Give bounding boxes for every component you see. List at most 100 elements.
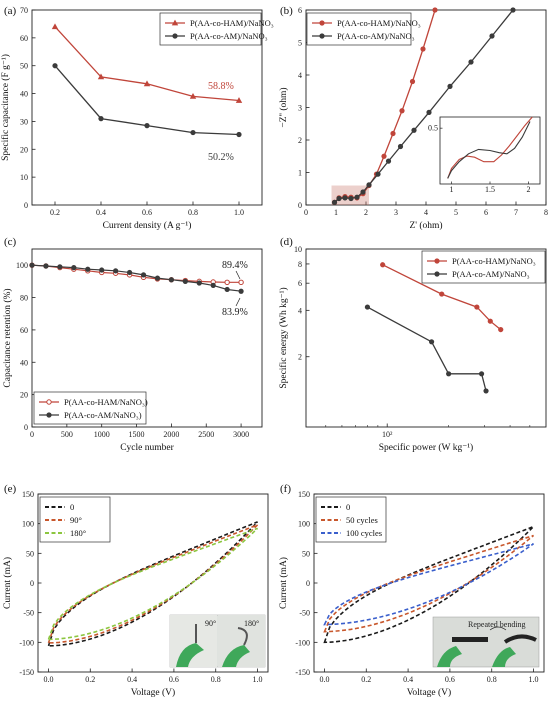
x-tick-label: 0.4 [127,675,137,684]
y-tick-label: -150 [295,668,310,677]
x-tick-label: 1500 [129,430,145,439]
chart-e: 0.0 0.2 0.4 0.6 0.8 1.0 -150 -100 -50 0 50 100 150 Vo… [2,490,269,698]
legend-box [39,496,111,543]
data-point [43,263,49,269]
y-axis-title: −Z'' (ohm) [278,87,289,127]
panel-label-c: (c) [4,236,17,248]
legend-box [33,391,147,425]
x-axis-title: Voltage (V) [407,687,451,698]
y-tick-label: 40 [20,358,28,367]
data-point [489,33,495,39]
data-point [52,63,58,69]
legend-label: P(AA-co-AM)/NaNO₃ [190,31,268,41]
data-point [487,318,493,324]
x-tick-label: 0.2 [50,208,60,217]
annotation-retention-am: 50.2% [208,152,234,163]
legend-label: P(AA-co-HAM)/NaNO₃ [190,18,274,28]
data-point [478,371,485,377]
x-tick-label: 5 [454,208,458,217]
photo-label-90: 90° [205,619,216,628]
x-tick-label: 1 [334,208,338,217]
y-axis-title: Capacitance retention (%) [2,288,13,387]
data-point [360,189,366,195]
x-axis-title: Specific power (W kg⁻¹) [379,442,473,453]
data-point [336,195,342,202]
inset-series-line [447,121,531,179]
y-tick-label: 20 [20,145,28,154]
y-axis-title: Current (mA) [278,557,289,609]
device-strip-bent [503,634,537,644]
legend-label: 100 cycles [346,528,382,538]
cv-curve [47,524,259,644]
legend-marker [434,271,440,277]
inset-x-tick-label: 1.5 [485,185,495,194]
annotation-retention-ham: 89.4% [222,260,248,271]
y-tick-label: 70 [20,6,28,15]
y-tick-label: 2 [298,136,302,145]
data-point [331,199,338,205]
x-tick-label: 7 [514,208,518,217]
x-tick-label: 10² [382,430,393,439]
data-point [399,108,405,114]
x-tick-label: 0.0 [319,675,329,684]
y-tick-label: 60 [20,34,28,43]
data-point [397,143,404,150]
chart-b: 0 1 2 3 4 5 6 7 8 0 1 2 3 4 5 6 Z' (ohm) −Z'' (ohm) P(AA-c… [278,6,548,231]
legend-label: P(AA-co-HAM)/NaNO₃ [337,18,421,28]
chart-d: 10² 2 4 6 8 10 Specific power (W kg⁻¹) Specific… [278,245,547,453]
x-tick-label: 2000 [163,430,179,439]
x-tick-label: 0.6 [142,208,152,217]
x-tick-label: 0 [304,208,308,217]
cv-curve [323,534,535,633]
y-tick-label: 50 [20,62,28,71]
annotation-arrow [235,297,241,307]
y-tick-label: 150 [22,490,34,499]
inset-x-tick-label: 1 [450,185,454,194]
data-point [342,195,348,201]
annotation-retention-ham: 58.8% [208,81,234,92]
annotation-retention-am: 83.9% [222,307,248,318]
x-axis-title: Current density (A g⁻¹) [103,220,192,231]
y-axis-title: Specific energy (Wh kg⁻¹) [278,287,289,388]
data-point [71,265,77,271]
data-point [140,272,147,278]
y-tick-label: -100 [19,638,34,647]
x-tick-label: 500 [61,430,73,439]
y-tick-label: 1 [298,169,302,178]
x-tick-label: 1.0 [529,675,539,684]
y-tick-label: 0 [24,423,28,432]
data-point [390,130,396,137]
legend-box [421,250,546,284]
chart-a: 0.2 0.4 0.6 0.8 1.0 0 10 20 30 40 50 60 70 Current de… [0,6,274,231]
legend-label: P(AA-co-HAM)/NaNO₃ [452,256,536,266]
legend-marker [319,20,325,26]
data-point [420,46,426,52]
data-point [236,131,242,138]
y-tick-label: -50 [299,609,310,618]
data-point [224,279,230,286]
data-point [97,73,105,80]
data-point [483,388,489,394]
glove-left [176,643,204,667]
x-tick-label: 2500 [198,430,214,439]
y-tick-label: 60 [20,326,28,335]
legend-label: P(AA-co-HAM/NaNO₃) [64,397,148,407]
x-axis-title: Cycle number [120,443,174,453]
series-line [31,264,242,283]
device-bent-180 [237,627,248,646]
x-tick-label: 0.2 [361,675,371,684]
y-tick-label: 20 [20,391,28,400]
data-point [468,59,474,65]
legend-marker [171,19,179,26]
data-point [189,92,197,99]
legend-label: 180° [70,528,86,538]
x-axis-title: Voltage (V) [131,687,175,698]
data-point [196,280,202,286]
data-point [51,23,59,30]
x-tick-label: 3000 [233,430,249,439]
y-tick-label: 30 [20,117,28,126]
y-tick-label: 0 [24,201,28,210]
data-point [144,123,150,129]
y-tick-label: 100 [22,520,34,529]
y-tick-label: 10 [20,173,28,182]
